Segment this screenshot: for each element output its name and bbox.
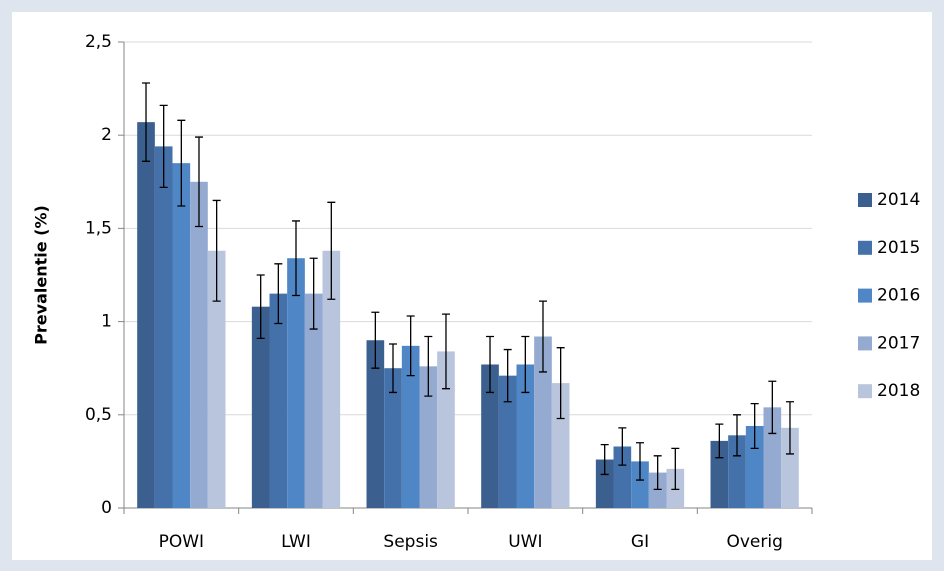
bar xyxy=(613,446,632,508)
y-tick-label: 1,5 xyxy=(85,218,112,238)
error-bar xyxy=(142,82,151,162)
legend-label: 2017 xyxy=(877,333,920,353)
error-bar xyxy=(750,402,759,450)
error-bar xyxy=(424,335,433,397)
error-bar xyxy=(556,347,565,420)
bar xyxy=(269,293,288,508)
y-tick-label: 0 xyxy=(101,498,112,518)
error-bar xyxy=(653,455,662,491)
error-bar xyxy=(274,263,283,325)
bar xyxy=(437,351,455,508)
error-bar xyxy=(389,343,398,394)
error-bar xyxy=(212,199,221,302)
error-bar xyxy=(256,274,265,340)
bar xyxy=(190,181,208,509)
legend-swatch xyxy=(858,384,872,399)
legend-label: 2018 xyxy=(877,381,920,401)
error-bar xyxy=(671,447,680,491)
legend-label: 2016 xyxy=(877,286,920,306)
bar xyxy=(304,293,323,508)
x-tick-label: UWI xyxy=(508,532,542,552)
y-tick-label: 0,5 xyxy=(85,405,112,425)
error-bar xyxy=(194,136,203,228)
y-axis-title: Prevalentie (%) xyxy=(32,205,51,345)
bar xyxy=(251,306,270,508)
error-bar xyxy=(441,313,450,390)
error-bar xyxy=(733,414,742,457)
bar xyxy=(745,425,764,508)
bar xyxy=(498,375,517,508)
bar xyxy=(595,459,614,508)
bar xyxy=(481,364,499,508)
error-bar xyxy=(538,300,547,373)
legend-swatch xyxy=(858,240,872,255)
bar xyxy=(631,461,649,508)
legend-swatch xyxy=(858,193,872,207)
error-bar xyxy=(159,104,168,189)
x-tick-label: Overig xyxy=(726,532,782,552)
bar xyxy=(648,472,667,508)
bar xyxy=(366,340,385,508)
error-bar xyxy=(371,311,380,369)
error-bar xyxy=(715,423,724,459)
x-tick-label: POWI xyxy=(159,532,204,552)
bar xyxy=(710,440,729,508)
bar xyxy=(287,258,305,508)
bar xyxy=(419,366,438,508)
x-tick-label: GI xyxy=(631,532,649,552)
x-tick-label: LWI xyxy=(281,532,311,552)
bar xyxy=(207,250,226,508)
legend-swatch xyxy=(858,336,872,351)
error-bar xyxy=(785,401,794,455)
legend-swatch xyxy=(858,288,872,303)
legend-label: 2014 xyxy=(877,190,920,210)
error-bar xyxy=(177,119,186,207)
bar xyxy=(781,427,799,508)
bar xyxy=(763,407,782,508)
y-tick-label: 2,5 xyxy=(85,32,112,52)
error-bar xyxy=(618,427,627,466)
error-bar xyxy=(600,443,609,476)
bar xyxy=(534,336,552,508)
error-bar xyxy=(521,335,530,394)
error-bar xyxy=(636,442,644,481)
bar xyxy=(384,368,402,508)
error-bar xyxy=(309,257,318,330)
bar xyxy=(154,146,173,508)
bar xyxy=(516,364,535,508)
y-tick-label: 1 xyxy=(101,312,112,332)
bar xyxy=(322,250,341,508)
bar xyxy=(172,163,191,508)
error-bar xyxy=(327,201,336,300)
error-bar xyxy=(406,315,415,377)
y-tick-label: 2 xyxy=(101,125,112,145)
error-bar xyxy=(292,220,300,297)
legend-label: 2015 xyxy=(877,238,920,258)
bar xyxy=(137,122,155,508)
error-bar xyxy=(768,380,777,435)
error-bar xyxy=(486,335,495,394)
bar xyxy=(551,383,570,508)
error-bar xyxy=(503,348,512,403)
x-tick-label: Sepsis xyxy=(383,532,438,552)
bar xyxy=(728,435,746,508)
bar xyxy=(401,345,420,508)
